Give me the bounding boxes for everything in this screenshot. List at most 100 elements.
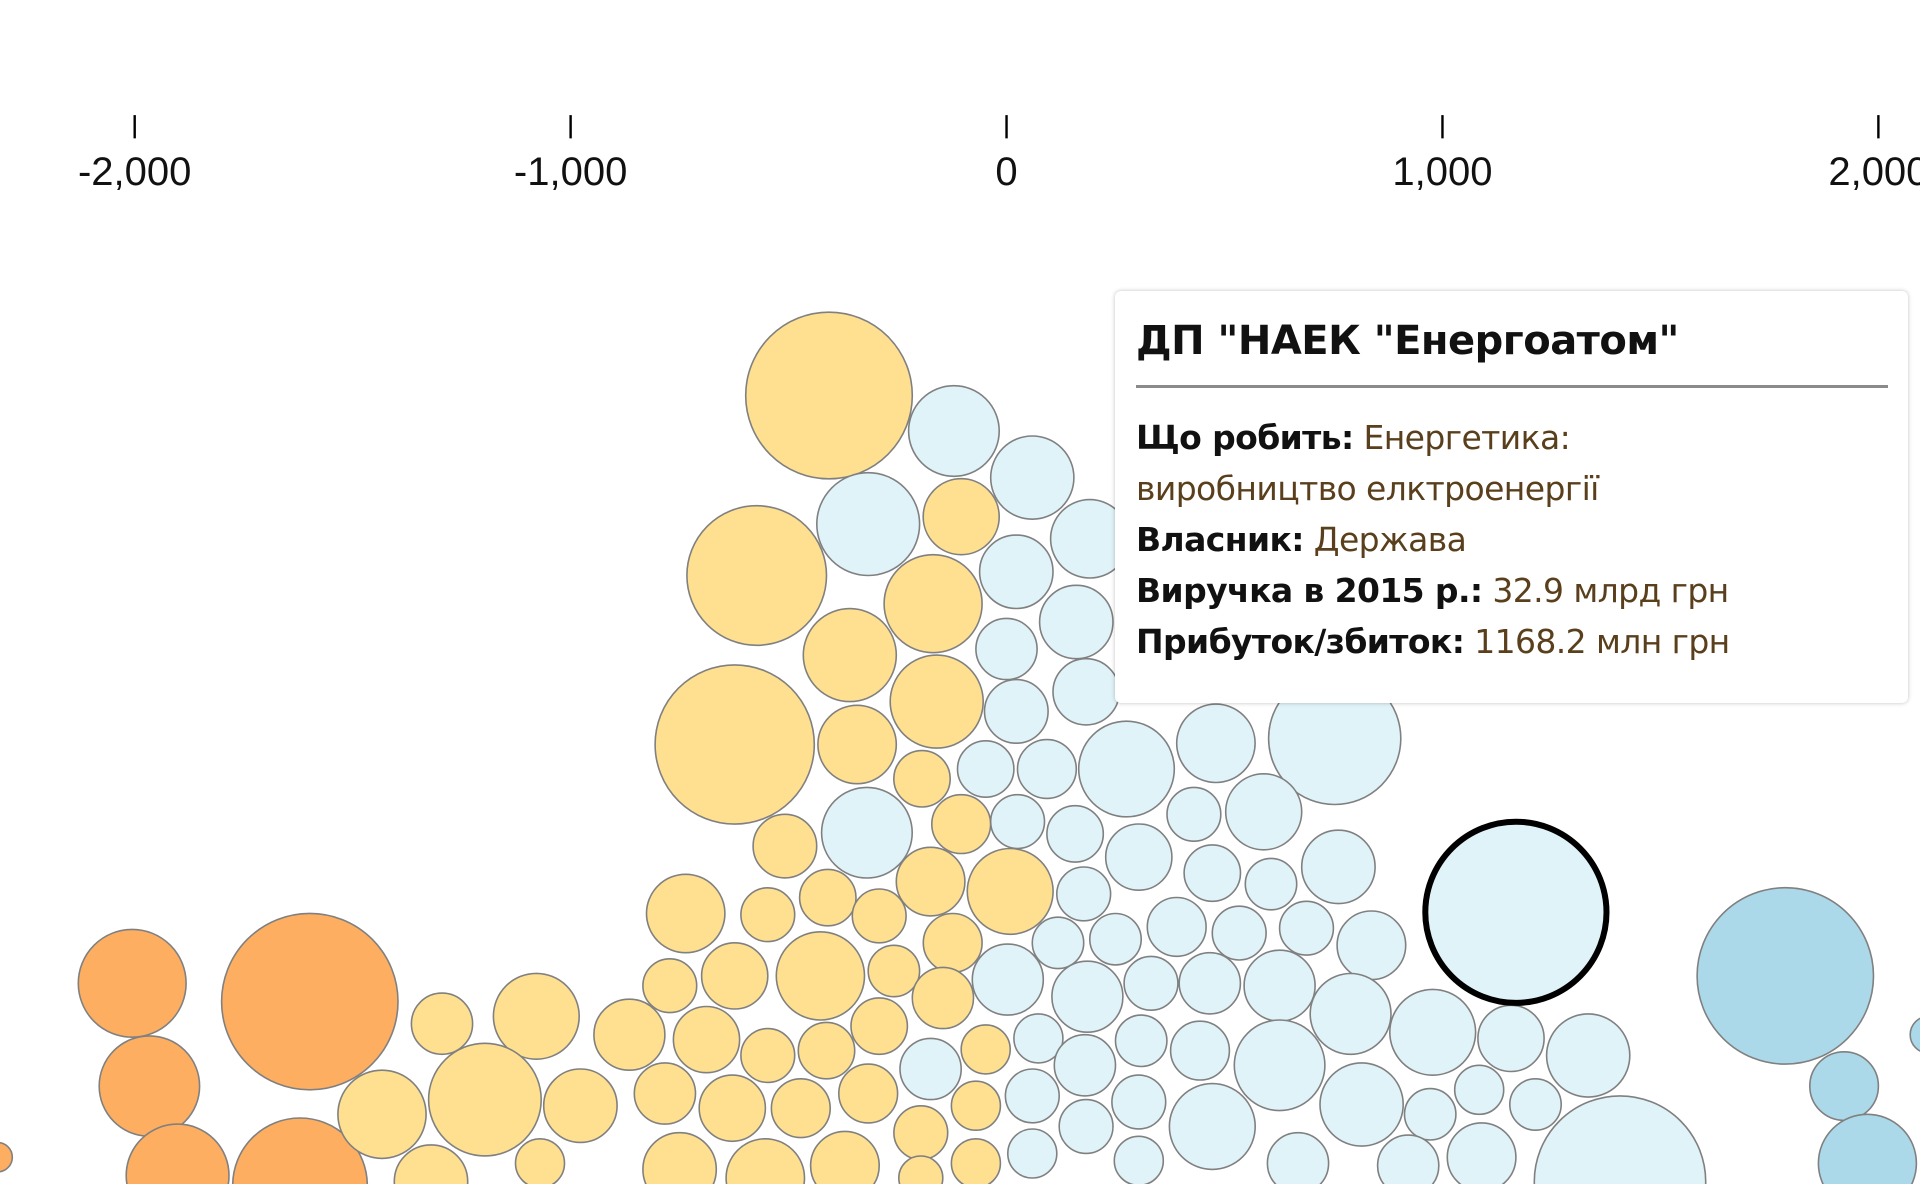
company-bubble[interactable] [98, 1035, 201, 1138]
company-bubble[interactable] [1178, 951, 1242, 1015]
company-bubble[interactable] [1168, 1082, 1257, 1171]
company-bubble[interactable] [1166, 786, 1222, 842]
company-bubble[interactable] [1211, 905, 1267, 961]
company-bubble[interactable] [895, 846, 966, 917]
company-bubble[interactable] [1104, 823, 1173, 891]
company-bubble[interactable] [686, 504, 828, 647]
company-bubble[interactable] [1808, 1050, 1880, 1122]
company-bubble[interactable] [672, 1005, 741, 1074]
company-bubble[interactable] [752, 813, 818, 879]
company-bubble[interactable] [911, 966, 975, 1030]
company-bubble[interactable] [1446, 1122, 1517, 1184]
company-bubble[interactable] [1123, 955, 1179, 1011]
company-bubble[interactable] [1545, 1013, 1631, 1098]
company-bubble[interactable] [950, 1138, 1002, 1184]
company-bubble[interactable] [220, 912, 399, 1091]
company-bubble[interactable] [983, 678, 1049, 745]
company-bubble[interactable] [1243, 949, 1316, 1023]
company-bubble[interactable] [393, 1144, 469, 1184]
company-bubble[interactable] [1089, 912, 1143, 966]
company-bubble[interactable] [797, 1021, 856, 1080]
company-bubble[interactable] [1477, 1004, 1545, 1073]
company-bubble[interactable] [1244, 857, 1298, 911]
company-bubble[interactable] [1016, 738, 1078, 800]
company-bubble[interactable] [1233, 1019, 1326, 1112]
company-bubble[interactable] [867, 944, 921, 998]
company-bubble[interactable] [899, 1037, 963, 1101]
company-bubble[interactable] [337, 1069, 427, 1160]
company-bubble[interactable] [1336, 910, 1407, 981]
company-bubble[interactable] [892, 749, 951, 808]
company-bubble[interactable] [1013, 1013, 1064, 1064]
company-bubble[interactable] [837, 1063, 899, 1124]
company-bubble[interactable] [1046, 804, 1105, 863]
company-bubble[interactable] [1113, 1135, 1165, 1184]
company-bubble[interactable] [978, 534, 1054, 610]
company-bubble[interactable] [815, 471, 921, 577]
company-bubble[interactable] [0, 1141, 14, 1173]
company-bubble[interactable] [989, 435, 1075, 520]
company-bubble[interactable] [77, 928, 187, 1038]
company-bubble-selected[interactable] [1422, 818, 1610, 1006]
company-bubble[interactable] [851, 888, 907, 944]
company-bubble[interactable] [1146, 896, 1207, 958]
company-bubble[interactable] [1111, 1074, 1167, 1130]
company-bubble[interactable] [1376, 1134, 1440, 1184]
company-bubble[interactable] [1453, 1064, 1505, 1116]
company-bubble[interactable] [1004, 1068, 1061, 1124]
company-bubble[interactable] [775, 931, 866, 1021]
company-bubble[interactable] [1509, 1078, 1563, 1132]
company-bubble[interactable] [125, 1123, 230, 1184]
company-bubble[interactable] [410, 992, 474, 1056]
company-bubble[interactable] [642, 1131, 718, 1184]
company-bubble[interactable] [798, 868, 857, 927]
company-bubble[interactable] [893, 1104, 949, 1161]
company-bubble[interactable] [1051, 960, 1124, 1034]
company-bubble[interactable] [956, 739, 1015, 798]
company-bubble[interactable] [971, 943, 1045, 1016]
company-bubble[interactable] [542, 1068, 618, 1144]
company-bubble[interactable] [1052, 657, 1120, 726]
company-bubble[interactable] [770, 1077, 831, 1139]
company-bubble[interactable] [1278, 900, 1335, 956]
company-bubble[interactable] [725, 1138, 806, 1184]
company-bubble[interactable] [1224, 772, 1303, 851]
company-bubble[interactable] [1053, 1033, 1117, 1097]
company-bubble[interactable] [1266, 1131, 1330, 1184]
company-bubble[interactable] [1031, 916, 1085, 970]
company-bubble[interactable] [898, 1155, 944, 1184]
company-bubble[interactable] [492, 972, 580, 1060]
company-bubble[interactable] [922, 912, 983, 974]
company-bubble[interactable] [1055, 866, 1112, 922]
company-bubble[interactable] [930, 793, 992, 855]
company-bubble[interactable] [1183, 844, 1242, 903]
company-bubble[interactable] [633, 1062, 697, 1125]
company-bubble[interactable] [883, 553, 983, 654]
company-bubble[interactable] [1533, 1095, 1707, 1184]
company-bubble[interactable] [744, 311, 914, 480]
company-bubble[interactable] [698, 1074, 767, 1143]
company-bubble[interactable] [514, 1138, 566, 1184]
company-bubble[interactable] [1309, 972, 1392, 1056]
company-bubble[interactable] [1058, 1098, 1114, 1155]
company-bubble[interactable] [1388, 988, 1477, 1077]
company-bubble[interactable] [1007, 1128, 1058, 1179]
company-bubble[interactable] [809, 1130, 880, 1184]
company-bubble[interactable] [966, 847, 1054, 936]
company-bubble[interactable] [850, 997, 909, 1056]
company-bubble[interactable] [1319, 1062, 1404, 1147]
company-bubble[interactable] [1169, 1020, 1231, 1081]
company-bubble[interactable] [427, 1042, 543, 1157]
company-bubble[interactable] [740, 1027, 796, 1084]
company-bubble[interactable] [1175, 703, 1256, 784]
company-bubble[interactable] [700, 942, 769, 1010]
company-bubble[interactable] [1114, 1014, 1168, 1068]
company-bubble[interactable] [654, 664, 816, 825]
company-bubble[interactable] [1817, 1113, 1918, 1184]
company-bubble[interactable] [740, 886, 796, 943]
company-bubble[interactable] [645, 873, 726, 954]
company-bubble[interactable] [889, 654, 985, 749]
company-bubble[interactable] [642, 957, 698, 1014]
company-bubble[interactable] [1403, 1087, 1457, 1141]
company-bubble[interactable] [802, 607, 898, 703]
